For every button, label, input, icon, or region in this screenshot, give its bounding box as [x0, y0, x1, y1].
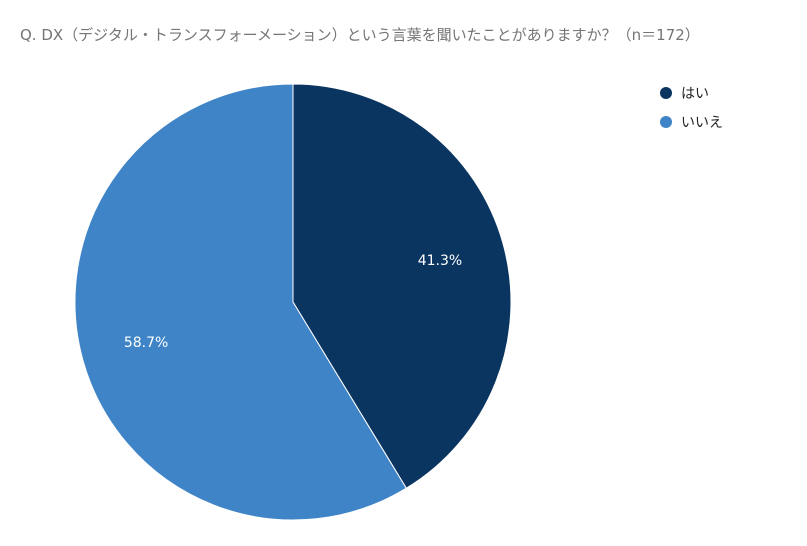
legend-item-no[interactable]: いいえ: [660, 111, 723, 133]
chart-title: Q. DX（デジタル・トランスフォーメーション）という言葉を聞いたことがあります…: [20, 26, 700, 44]
legend-label-yes: はい: [681, 86, 709, 102]
legend-swatch-yes: [660, 87, 672, 99]
legend: はい いいえ: [660, 82, 723, 140]
slice-yes-label: 41.3%: [418, 253, 462, 269]
slice-no[interactable]: [74, 83, 408, 521]
legend-item-yes[interactable]: はい: [660, 82, 723, 104]
slice-no-label: 58.7%: [124, 335, 168, 351]
slice-yes[interactable]: [292, 83, 512, 489]
legend-label-no: いいえ: [681, 115, 723, 131]
legend-swatch-no: [660, 116, 672, 128]
